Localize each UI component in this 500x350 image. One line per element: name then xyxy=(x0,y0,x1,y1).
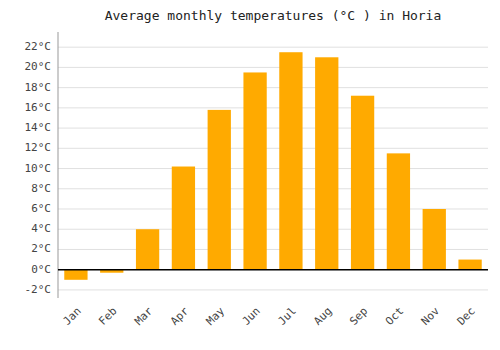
x-tick-label: May xyxy=(204,304,228,328)
x-tick-label: Nov xyxy=(419,304,443,328)
grid-line xyxy=(58,47,488,48)
y-tick-label: 2°C xyxy=(31,242,51,255)
bar xyxy=(387,153,410,269)
y-tick-label: 6°C xyxy=(31,202,51,215)
y-tick-label: 4°C xyxy=(31,222,51,235)
bar xyxy=(172,167,195,270)
bar xyxy=(351,96,374,270)
y-tick-label: 12°C xyxy=(25,141,52,154)
x-axis: Jan Feb Mar Apr May Jun Jul Aug Sep Oct Nov Dec xyxy=(60,304,477,328)
bar xyxy=(208,110,231,270)
x-tick-label: Apr xyxy=(168,304,192,328)
x-tick-label: Jul xyxy=(275,305,298,328)
bar xyxy=(423,209,446,270)
x-tick-label: Jun xyxy=(240,305,263,328)
grid-line xyxy=(58,128,488,129)
y-tick-label: 18°C xyxy=(25,81,52,94)
zero-line xyxy=(58,269,488,271)
bar xyxy=(458,260,481,270)
y-tick-label: 8°C xyxy=(31,182,51,195)
y-tick-label: 20°C xyxy=(25,60,52,73)
grid-line xyxy=(58,107,488,108)
y-tick-label: -2°C xyxy=(25,283,52,296)
x-tick-label: Oct xyxy=(383,305,406,328)
grid-line xyxy=(58,168,488,169)
chart-container: Average monthly temperatures (°C ) in Ho… xyxy=(0,0,500,350)
x-tick-label: Aug xyxy=(311,305,334,328)
y-tick-label: 0°C xyxy=(31,263,51,276)
y-axis: -2°C 0°C 2°C 4°C 6°C 8°C 10°C 12°C 14°C 16°C 18°C 2… xyxy=(25,32,59,298)
y-tick-label: 22°C xyxy=(25,40,52,53)
grid-line xyxy=(58,269,488,270)
y-tick-label: 10°C xyxy=(25,162,52,175)
x-tick-label: Feb xyxy=(96,305,119,328)
bar xyxy=(243,72,266,269)
bars xyxy=(64,52,481,280)
bar xyxy=(64,270,87,280)
x-tick-label: Sep xyxy=(347,305,370,328)
bar xyxy=(315,57,338,269)
title: Average monthly temperatures (°C ) in Ho… xyxy=(105,8,442,23)
x-tick-label: Mar xyxy=(132,304,156,328)
y-axis-line xyxy=(58,32,59,298)
y-tick-label: 16°C xyxy=(25,101,52,114)
bar xyxy=(136,229,159,269)
y-tick-label: 14°C xyxy=(25,121,52,134)
grid-line xyxy=(58,148,488,149)
grid-line xyxy=(58,289,488,290)
grid xyxy=(58,47,488,290)
x-tick-label: Jan xyxy=(60,305,83,328)
grid-line xyxy=(58,188,488,189)
x-tick-label: Dec xyxy=(455,305,478,328)
bar xyxy=(279,52,302,269)
grid-line xyxy=(58,67,488,68)
chart: Average monthly temperatures (°C ) in Ho… xyxy=(0,0,500,350)
grid-line xyxy=(58,87,488,88)
